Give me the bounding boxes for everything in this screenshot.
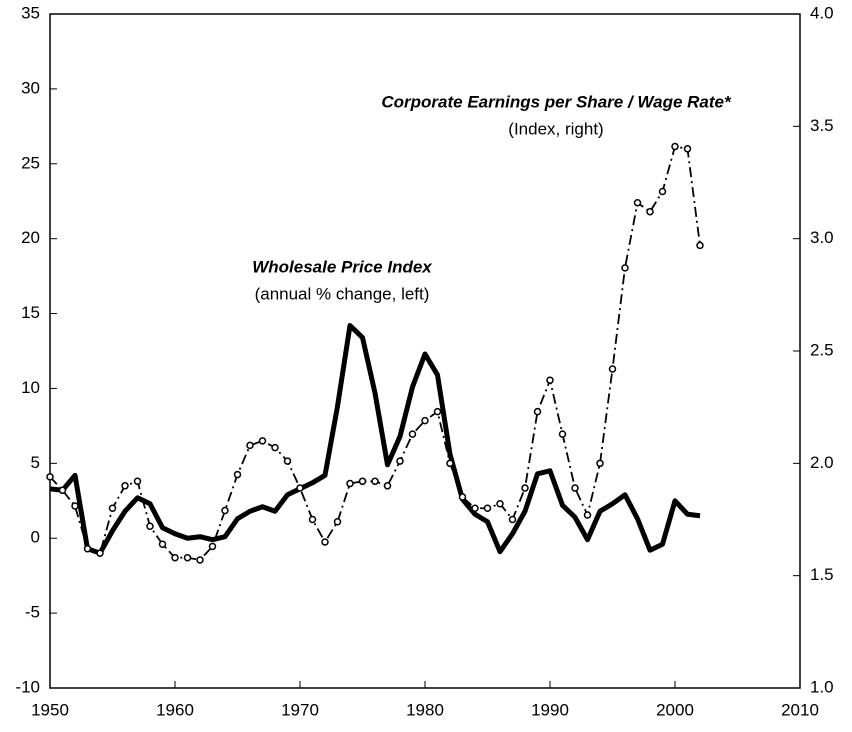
- y-tick-label: -10: [15, 677, 40, 696]
- annotation-subtitle: (Index, right): [508, 119, 603, 138]
- series-marker: [458, 493, 467, 501]
- series-marker: [583, 511, 592, 519]
- series-marker: [521, 484, 529, 492]
- y-tick-label: 25: [21, 153, 40, 172]
- series-marker: [183, 553, 192, 562]
- y2-tick-label: 4.0: [810, 3, 834, 22]
- series-marker: [671, 142, 679, 151]
- series-marker: [321, 538, 329, 546]
- series-marker: [433, 407, 442, 416]
- y-tick-label: 10: [21, 378, 40, 397]
- y-tick-label: -5: [25, 603, 40, 622]
- series-marker: [533, 407, 542, 416]
- series-marker: [508, 515, 517, 524]
- y2-tick-label: 3.0: [810, 228, 834, 247]
- series-marker: [208, 542, 217, 551]
- series-marker: [546, 376, 554, 384]
- y2-tick-label: 1.0: [810, 677, 834, 696]
- series-line: [49, 323, 701, 556]
- series-marker: [146, 522, 154, 530]
- series-marker: [683, 145, 692, 153]
- series-marker: [333, 517, 342, 526]
- series-marker: [633, 198, 642, 207]
- series-marker: [133, 477, 142, 486]
- series-marker: [158, 540, 167, 548]
- y-tick-label: 5: [31, 453, 40, 472]
- series-marker: [233, 470, 242, 479]
- series-marker: [71, 502, 79, 510]
- series-marker: [471, 504, 479, 513]
- series-marker: [358, 477, 367, 486]
- series-marker: [96, 549, 104, 557]
- series-marker: [196, 556, 204, 564]
- series-marker: [608, 365, 617, 373]
- series-marker: [271, 443, 279, 452]
- series-marker: [58, 486, 67, 495]
- annotation-title: Corporate Earnings per Share / Wage Rate…: [381, 92, 732, 111]
- series-marker: [171, 553, 179, 562]
- annotation-subtitle: (annual % change, left): [255, 284, 430, 303]
- series-marker: [571, 484, 579, 492]
- series-marker: [258, 437, 267, 445]
- y-tick-label: 0: [31, 528, 40, 547]
- series-marker: [558, 430, 567, 438]
- x-tick-label: 2010: [781, 700, 819, 719]
- series-marker: [658, 187, 667, 196]
- series-marker: [346, 479, 354, 488]
- x-tick-label: 1950: [31, 700, 69, 719]
- x-tick-label: 1960: [156, 700, 194, 719]
- series-marker: [383, 482, 392, 490]
- series-marker: [446, 459, 454, 468]
- y-tick-label: 15: [21, 303, 40, 322]
- series-marker: [621, 264, 629, 272]
- series-line: [49, 145, 701, 561]
- series-marker: [396, 457, 404, 465]
- y-tick-label: 20: [21, 228, 40, 247]
- series-marker: [596, 459, 604, 468]
- y2-tick-label: 1.5: [810, 565, 834, 584]
- series-marker: [221, 506, 229, 515]
- y2-tick-label: 2.0: [810, 453, 834, 472]
- y-tick-label: 35: [21, 3, 40, 22]
- x-tick-label: 1990: [531, 700, 569, 719]
- series-marker: [46, 473, 54, 481]
- series-marker: [308, 515, 317, 524]
- annotation-title: Wholesale Price Index: [252, 257, 433, 276]
- x-tick-label: 1980: [406, 700, 444, 719]
- series-marker: [408, 430, 417, 438]
- series-marker: [646, 207, 654, 216]
- series-marker: [121, 482, 129, 490]
- series-marker: [283, 457, 292, 465]
- series-marker: [696, 241, 704, 250]
- series-marker: [108, 504, 117, 513]
- series-marker: [83, 544, 92, 553]
- plot-frame: [49, 13, 801, 689]
- series-marker: [496, 500, 504, 508]
- y2-tick-label: 2.5: [810, 340, 834, 359]
- x-tick-label: 2000: [656, 700, 694, 719]
- series-marker: [371, 477, 379, 486]
- y2-tick-label: 3.5: [810, 116, 834, 135]
- y-tick-label: 30: [21, 78, 40, 97]
- x-tick-label: 1970: [281, 700, 319, 719]
- series-marker: [421, 416, 429, 425]
- series-marker: [483, 504, 492, 513]
- series-marker: [296, 484, 304, 492]
- series-marker: [246, 441, 254, 450]
